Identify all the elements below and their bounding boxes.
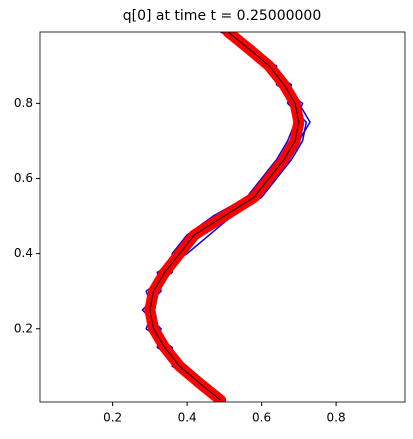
y-tick-label: 0.4 [14, 246, 33, 260]
y-tick-label: 0.2 [14, 321, 33, 335]
x-tick-label: 0.2 [103, 411, 122, 425]
x-tick-label: 0.4 [178, 411, 197, 425]
y-tick-label: 0.8 [14, 96, 33, 110]
chart-title: q[0] at time t = 0.25000000 [123, 8, 322, 24]
plot-area [141, 32, 311, 402]
series-line [149, 32, 300, 401]
x-tick-label: 0.6 [252, 411, 271, 425]
axes-frame [39, 31, 406, 403]
y-tick-label: 0.6 [14, 171, 33, 185]
x-tick-label: 0.8 [327, 411, 346, 425]
